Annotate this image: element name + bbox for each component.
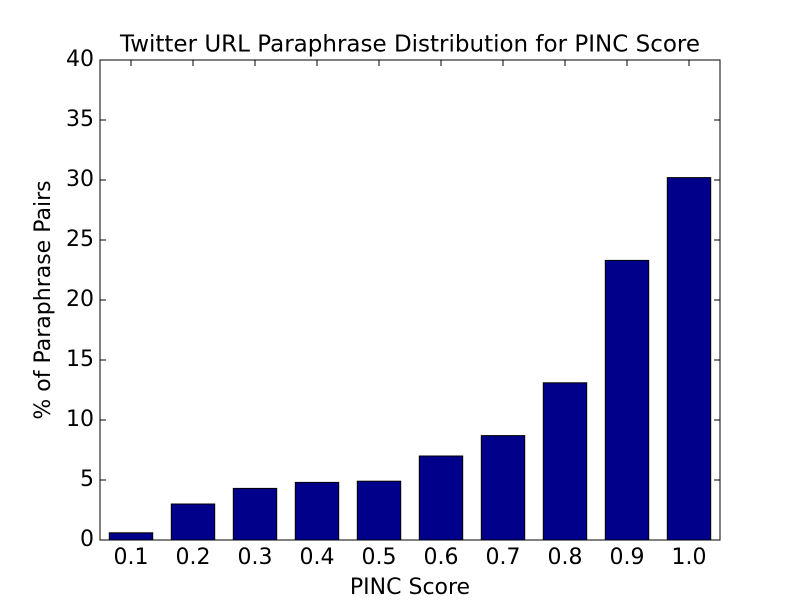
y-axis-label: % of Paraphrase Pairs [31,180,56,419]
bar [356,480,402,541]
y-tick-label: 0 [80,527,94,552]
x-tick-label: 1.0 [672,545,707,570]
y-tick-label: 40 [66,47,94,72]
bar [232,487,278,541]
plot-frame [99,59,721,541]
x-tick-label: 0.2 [176,545,211,570]
y-tick-label: 35 [66,107,94,132]
y-tick-label: 15 [66,347,94,372]
y-tick-label: 25 [66,227,94,252]
x-tick-label: 0.8 [548,545,583,570]
bar [542,382,588,541]
y-tick-label: 30 [66,167,94,192]
x-tick-label: 0.9 [610,545,645,570]
x-tick-label: 0.6 [424,545,459,570]
bar [480,435,526,541]
chart-title: Twitter URL Paraphrase Distribution for … [119,32,700,58]
x-tick-label: 0.4 [300,545,335,570]
x-tick-label: 0.3 [238,545,273,570]
bar [294,481,340,541]
bar [418,455,464,541]
y-tick-label: 20 [66,287,94,312]
bar [170,503,216,541]
x-tick-label: 0.7 [486,545,521,570]
x-tick-label: 0.1 [114,545,149,570]
x-axis-label: PINC Score [350,575,470,600]
bar [666,177,712,541]
x-tick-label: 0.5 [362,545,397,570]
y-tick-label: 5 [80,467,94,492]
bar [604,259,650,541]
y-tick-label: 10 [66,407,94,432]
bar [108,532,154,541]
